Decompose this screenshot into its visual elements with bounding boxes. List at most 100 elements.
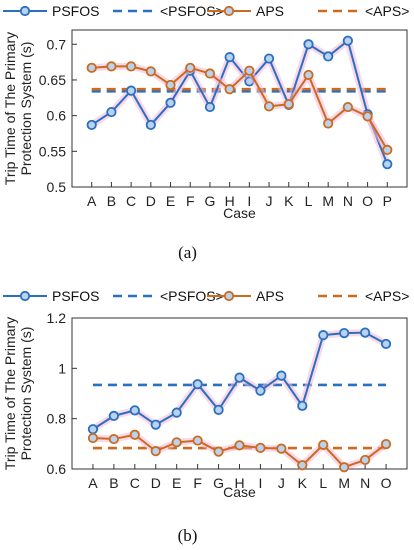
x-tick-label: E	[172, 475, 181, 491]
series-aps-point	[339, 462, 350, 473]
series-psfos-point	[171, 407, 182, 418]
x-tick-label: C	[130, 475, 140, 491]
series-psfos-point	[86, 119, 97, 131]
series-aps-point	[360, 454, 371, 466]
chart-caption: (b)	[178, 526, 198, 545]
y-tick-label: 0.8	[47, 411, 67, 427]
series-psfos-point	[297, 400, 308, 411]
series-psfos-point	[150, 419, 161, 430]
legend-label: APS	[256, 288, 284, 304]
x-tick-label: I	[247, 193, 251, 209]
legend-label: PSFOS	[52, 288, 99, 304]
series-aps-point	[129, 429, 140, 440]
x-tick-label: O	[362, 193, 373, 209]
y-tick-label: 0.6	[47, 108, 67, 124]
x-tick-label: E	[166, 193, 175, 209]
series-psfos-point	[382, 159, 393, 170]
series-glow	[89, 37, 391, 166]
series-aps-point	[318, 439, 329, 450]
x-tick-label: H	[234, 475, 244, 491]
chart-b: 0.6 0.8 1 1.2 A B C D E F G H I J K L M N O Case Trip Time o…	[2, 288, 409, 545]
series-aps-point	[204, 68, 216, 79]
legend-label: <APS>	[365, 3, 409, 19]
x-tick-label: F	[186, 193, 195, 209]
series-psfos-point	[204, 101, 216, 113]
series-aps-point	[87, 432, 99, 444]
series-psfos-point	[339, 327, 350, 339]
x-tick-label: B	[109, 475, 118, 491]
legend-label: <PSFOS>	[160, 3, 224, 19]
y-axis-label: Trip Time of The Primary	[2, 32, 18, 185]
x-axis-label: Case	[223, 205, 256, 221]
x-tick-label: H	[225, 193, 235, 209]
series-psfos-point	[303, 39, 314, 50]
series-aps-point	[224, 84, 235, 95]
x-tick-label: J	[266, 193, 273, 209]
y-tick-label: 0.65	[39, 72, 66, 88]
y-tick-label: 0.7	[47, 36, 67, 52]
series-aps-point	[283, 99, 294, 110]
x-tick-label: K	[298, 475, 308, 491]
series-psfos-point	[87, 424, 99, 435]
series-psfos-point	[129, 405, 140, 416]
x-tick-label: I	[258, 475, 262, 491]
x-tick-label: J	[278, 475, 285, 491]
series-aps-point	[342, 101, 353, 113]
x-tick-label: M	[338, 475, 350, 491]
series-aps-point	[323, 118, 334, 129]
legend-swatch-marker	[19, 290, 31, 302]
series-psfos-point	[360, 327, 371, 338]
series-psfos-point	[323, 51, 334, 62]
y-tick-label: 0.6	[47, 461, 67, 477]
x-tick-label: D	[146, 193, 156, 209]
x-tick-label: C	[126, 193, 136, 209]
series-psfos-point	[380, 338, 392, 350]
series-aps-line	[91, 65, 389, 151]
x-tick-label: K	[284, 193, 294, 209]
x-tick-label: L	[305, 193, 313, 209]
series-psfos-point	[106, 106, 117, 118]
chart-a: 0.5 0.55 0.6 0.65 0.7 A B C D E F G H I J K L M N O P Case Tri…	[2, 3, 409, 262]
series-psfos-point	[318, 330, 329, 341]
y-tick-label: 1	[58, 360, 66, 376]
legend-label: <PSFOS>	[160, 288, 224, 304]
x-tick-label: A	[88, 475, 98, 491]
series-aps-point	[86, 62, 97, 73]
series-psfos-point	[192, 379, 203, 390]
x-tick-label: L	[319, 475, 327, 491]
series-psfos-point	[213, 404, 224, 415]
series-aps-point	[263, 101, 275, 112]
series-psfos-point	[263, 53, 275, 64]
x-tick-label: A	[87, 193, 97, 209]
y-tick-label: 0.5	[47, 179, 67, 195]
y-tick-label: 0.55	[39, 143, 66, 159]
x-tick-label: G	[204, 193, 215, 209]
series-aps-point	[185, 62, 196, 73]
series-aps-point	[255, 442, 266, 453]
legend-swatch-marker	[223, 5, 235, 17]
series-aps-point	[108, 433, 119, 445]
series-psfos-point	[342, 35, 353, 46]
series-aps-point	[362, 111, 373, 122]
legend-swatch-marker	[223, 290, 235, 302]
x-tick-label: F	[193, 475, 202, 491]
series-aps-point	[126, 61, 137, 72]
series-psfos-line	[91, 39, 389, 165]
series-psfos-point	[126, 85, 137, 96]
legend: PSFOS <PSFOS> APS <APS>	[3, 3, 409, 19]
series-psfos-point	[108, 410, 119, 421]
x-tick-label: N	[343, 193, 353, 209]
series-psfos-point	[224, 52, 235, 63]
legend-label: APS	[256, 3, 284, 19]
series-aps-point	[276, 443, 287, 454]
series-aps-point	[234, 440, 245, 451]
series-psfos-point	[276, 370, 287, 381]
y-axis-label: Trip Time of The Primary	[2, 317, 18, 470]
legend-swatch-marker	[19, 5, 31, 17]
legend-label: <APS>	[365, 288, 409, 304]
y-tick-label: 1.2	[47, 310, 67, 326]
y-axis-label: Protection System (s)	[18, 42, 34, 176]
series-aps-point	[192, 435, 203, 446]
series-aps-point	[106, 61, 117, 72]
